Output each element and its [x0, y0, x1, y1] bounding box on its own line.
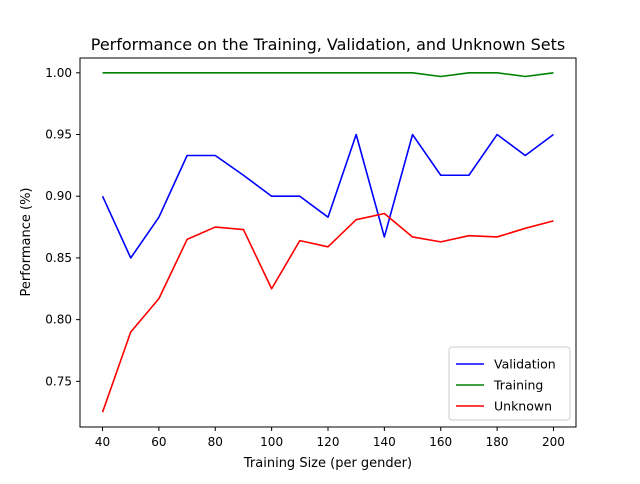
series-line-validation [101, 133, 554, 259]
y-tick-label: 1.00 [45, 66, 72, 80]
y-axis-label: Performance (%) [19, 187, 34, 296]
y-tick-label: 0.85 [45, 251, 72, 265]
x-tick-label: 100 [260, 435, 283, 449]
y-tick-label: 0.90 [45, 189, 72, 203]
series-line-unknown [101, 212, 554, 413]
x-tick-label: 160 [429, 435, 452, 449]
series-line-training [102, 72, 554, 78]
y-axis-ticks: 0.75 0.80 0.85 0.90 0.95 1.00 [45, 66, 80, 388]
chart-legend: Validation Training Unknown [448, 346, 571, 421]
x-tick-label: 140 [373, 435, 396, 449]
legend-label-unknown: Unknown [494, 399, 552, 414]
chart-title: Performance on the Training, Validation,… [91, 35, 565, 54]
y-tick-label: 0.80 [45, 313, 72, 327]
x-tick-label: 60 [151, 435, 166, 449]
legend-label-training: Training [493, 378, 543, 393]
x-axis-label: Training Size (per gender) [243, 456, 412, 471]
x-tick-label: 200 [542, 435, 565, 449]
legend-items: Validation Training Unknown [456, 357, 556, 414]
legend-frame [448, 346, 571, 421]
x-tick-label: 180 [486, 435, 509, 449]
y-tick-label: 0.75 [45, 374, 72, 388]
x-tick-label: 120 [317, 435, 340, 449]
legend-label-validation: Validation [494, 357, 556, 372]
series-layer [101, 72, 554, 413]
x-tick-label: 40 [95, 435, 110, 449]
y-tick-label: 0.95 [45, 128, 72, 142]
x-axis-ticks: 40 60 80 100 120 140 160 180 200 [95, 427, 565, 449]
x-tick-label: 80 [208, 435, 223, 449]
